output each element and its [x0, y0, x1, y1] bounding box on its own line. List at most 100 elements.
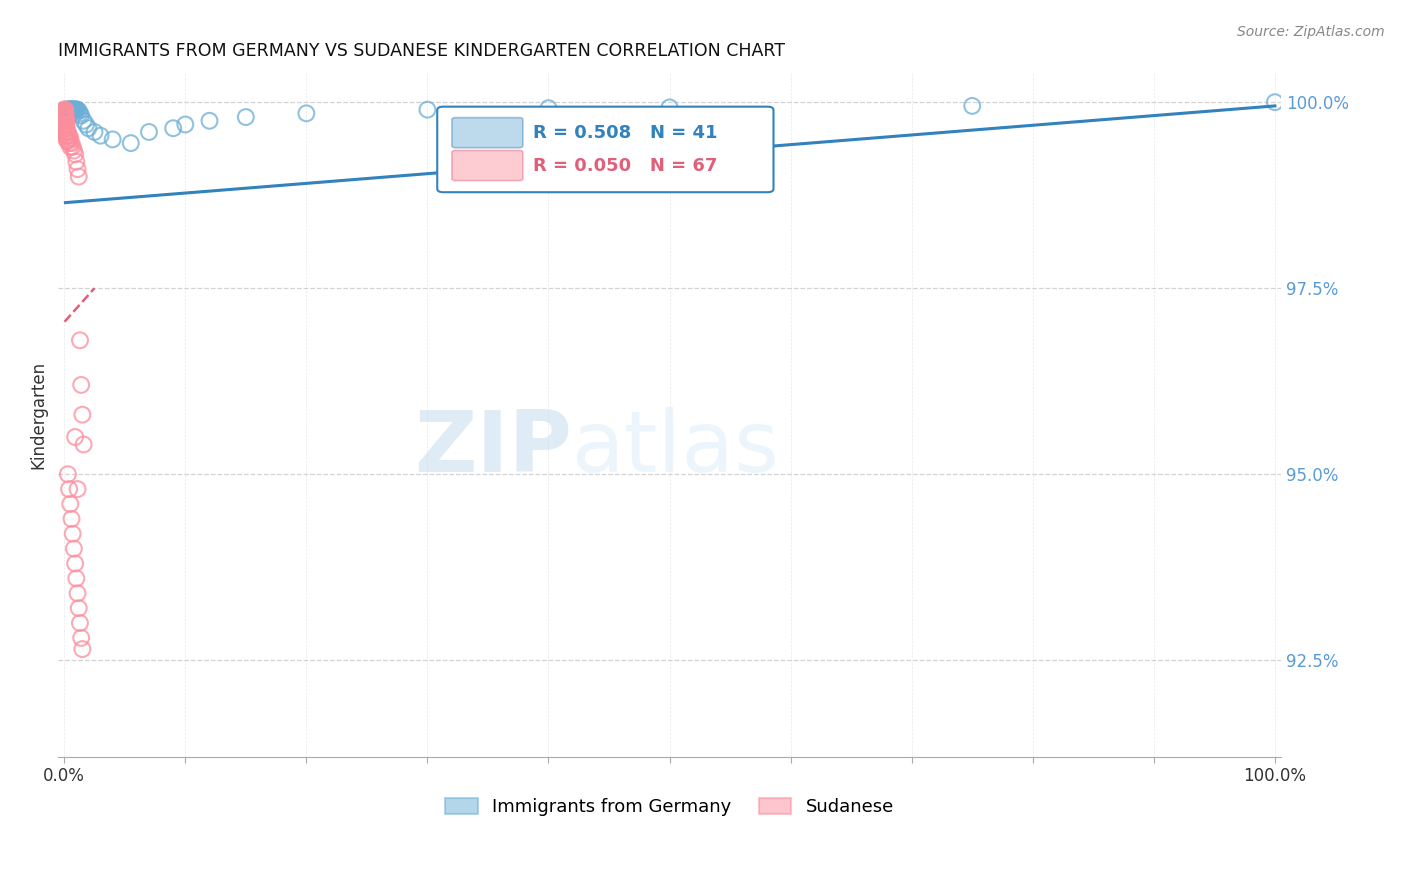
Point [960, 99, 983, 113]
Point [59, 497, 82, 511]
Point [53, 103, 76, 117]
Point [55, 132, 77, 146]
Point [53, 106, 76, 120]
Point [53, 109, 76, 123]
Point [69, 333, 91, 347]
Point [55, 106, 77, 120]
Point [69, 106, 91, 120]
Point [63, 103, 86, 117]
Point [55, 103, 77, 117]
Point [83, 125, 105, 139]
Point [67, 601, 90, 615]
Point [53, 109, 76, 123]
Point [63, 144, 86, 158]
Point [537, 101, 560, 115]
Point [90, 128, 112, 143]
Point [58, 128, 80, 143]
Point [67, 104, 90, 119]
Text: ZIP: ZIP [413, 408, 572, 491]
Text: R = 0.050   N = 67: R = 0.050 N = 67 [533, 156, 717, 175]
Point [72, 113, 94, 128]
Point [235, 110, 257, 124]
Point [56, 103, 79, 117]
Point [55, 125, 77, 139]
Point [55, 118, 77, 132]
Point [58, 482, 80, 496]
Point [65, 103, 87, 117]
Point [53, 110, 76, 124]
Point [63, 557, 86, 571]
Point [174, 118, 197, 132]
Point [59, 140, 82, 154]
Point [62, 103, 84, 117]
Point [62, 103, 84, 117]
Point [63, 541, 86, 556]
Point [120, 136, 142, 150]
Point [416, 103, 439, 117]
Point [60, 136, 83, 150]
Legend: Immigrants from Germany, Sudanese: Immigrants from Germany, Sudanese [439, 790, 901, 823]
Point [55, 121, 77, 136]
Point [295, 106, 318, 120]
Point [63, 103, 86, 117]
Point [53, 106, 76, 120]
Point [53, 106, 76, 120]
Point [55, 112, 77, 126]
Point [60, 103, 83, 117]
Point [63, 103, 86, 117]
Point [55, 119, 77, 133]
Point [55, 119, 77, 133]
FancyBboxPatch shape [451, 151, 523, 180]
Point [58, 103, 80, 117]
Point [59, 103, 82, 117]
Point [53, 104, 76, 119]
Point [56, 134, 79, 148]
Point [77, 121, 100, 136]
Point [72, 437, 94, 451]
Point [55, 113, 77, 128]
FancyBboxPatch shape [451, 118, 523, 148]
Point [59, 103, 82, 117]
Point [60, 512, 83, 526]
FancyBboxPatch shape [437, 107, 773, 192]
Point [55, 118, 77, 132]
Point [72, 642, 94, 657]
Point [60, 103, 83, 117]
Text: atlas: atlas [572, 408, 780, 491]
Point [58, 103, 80, 117]
Point [1264, 95, 1286, 110]
Point [55, 113, 77, 128]
Point [66, 103, 89, 117]
Point [69, 615, 91, 630]
Point [198, 113, 221, 128]
Point [55, 113, 77, 128]
Point [658, 100, 681, 114]
Point [63, 430, 86, 444]
Point [66, 586, 89, 600]
Point [53, 103, 76, 117]
Point [66, 482, 89, 496]
Point [138, 125, 160, 139]
Point [63, 103, 86, 117]
Point [53, 103, 76, 117]
Point [65, 154, 87, 169]
Point [53, 104, 76, 119]
Point [70, 631, 93, 645]
Text: R = 0.508   N = 41: R = 0.508 N = 41 [533, 124, 717, 142]
Point [162, 121, 184, 136]
Text: Source: ZipAtlas.com: Source: ZipAtlas.com [1237, 25, 1385, 39]
Point [56, 128, 79, 143]
Point [66, 162, 89, 177]
Point [56, 103, 79, 117]
Point [53, 112, 76, 126]
Point [56, 125, 79, 139]
Point [55, 116, 77, 130]
Point [53, 106, 76, 120]
Point [55, 123, 77, 137]
Y-axis label: Kindergarten: Kindergarten [30, 360, 46, 469]
Point [101, 132, 124, 146]
Point [59, 131, 82, 145]
Text: IMMIGRANTS FROM GERMANY VS SUDANESE KINDERGARTEN CORRELATION CHART: IMMIGRANTS FROM GERMANY VS SUDANESE KIND… [58, 42, 785, 60]
Point [55, 128, 77, 143]
Point [75, 118, 97, 132]
